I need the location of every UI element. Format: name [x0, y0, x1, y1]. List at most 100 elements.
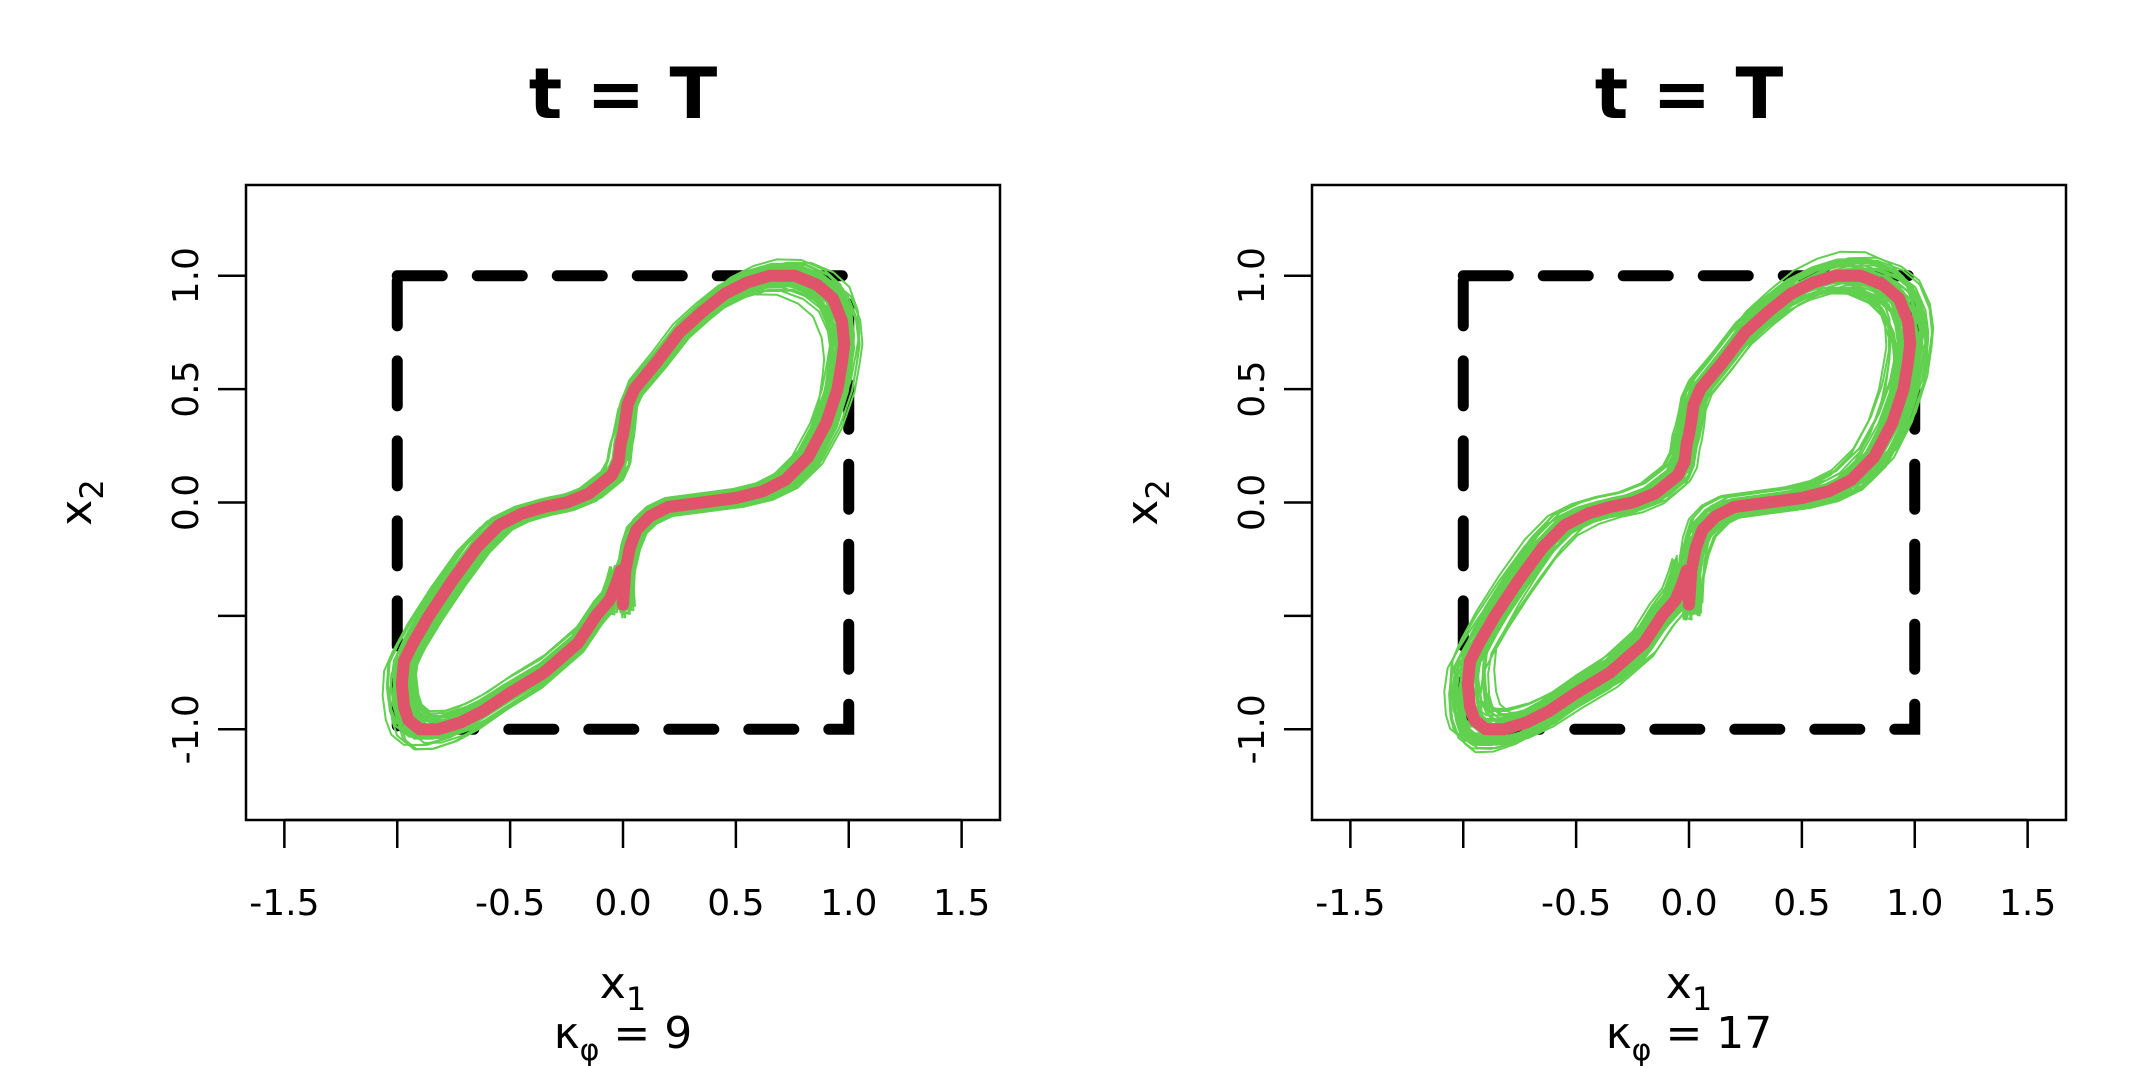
- sample-curve: [1474, 269, 1927, 740]
- sample-curve: [1457, 267, 1930, 744]
- sample-curve: [399, 283, 846, 735]
- sample-curve: [1459, 259, 1918, 738]
- x-tick-label: 1.5: [1999, 883, 2056, 924]
- sample-curve: [401, 285, 840, 739]
- y-tick-label: 0.5: [166, 360, 207, 417]
- sample-curve: [1467, 281, 1901, 729]
- sample-curve: [398, 262, 854, 736]
- panel-2: t = T -1.5 -0.5 0.0 0.5 1.0 1.5 -1.0 0.0 0.5 1.0 x1…: [1117, 53, 2068, 1066]
- sample-curve: [1448, 275, 1909, 750]
- y-axis-label: x2: [1117, 479, 1177, 525]
- sample-curve: [388, 272, 845, 747]
- dashed-box: [1457, 270, 1921, 735]
- sample-curve: [405, 278, 855, 744]
- sample-curve: [1463, 292, 1896, 734]
- sample-curve: [1477, 291, 1891, 723]
- sample-curve: [406, 286, 834, 720]
- sample-curve: [1470, 282, 1917, 737]
- chart-title: t = T: [529, 53, 718, 135]
- plot-area: [381, 258, 864, 751]
- sample-curve: [1481, 286, 1903, 727]
- sample-curve: [402, 271, 850, 727]
- sample-curve: [396, 271, 861, 751]
- sample-curve: [1461, 272, 1922, 746]
- target-curve: [1461, 269, 1917, 736]
- sample-curve: [412, 284, 851, 730]
- sample-curve: [1452, 270, 1920, 743]
- sample-curve: [1476, 288, 1907, 727]
- sample-curve: [398, 277, 855, 739]
- sample-curve: [1483, 272, 1919, 720]
- sample-curve: [1462, 263, 1902, 721]
- sample-curve: [1459, 256, 1935, 738]
- sample-curve: [399, 281, 833, 728]
- x-tick-label: -1.5: [249, 883, 319, 924]
- x-tick-label: 0.5: [1773, 883, 1830, 924]
- sample-curve: [1468, 268, 1917, 727]
- sample-curve: [1463, 290, 1899, 730]
- sample-curve: [396, 275, 850, 739]
- x-tick-label: 0.5: [707, 883, 764, 924]
- sample-curve: [398, 271, 864, 751]
- sample-curve: [1455, 281, 1911, 746]
- sample-curve: [1474, 280, 1902, 726]
- sample-curve: [398, 266, 856, 728]
- sample-curve: [398, 271, 844, 736]
- panel-caption: κφ = 9: [554, 1008, 693, 1066]
- sample-curve: [407, 289, 833, 719]
- x-tick-label: -0.5: [1541, 883, 1611, 924]
- sample-curve: [381, 262, 847, 746]
- y-tick-label: -1.0: [1232, 694, 1273, 764]
- sample-curve: [1470, 261, 1924, 733]
- sample-curve: [413, 278, 856, 738]
- sample-curve: [385, 266, 844, 737]
- plot-area: [1443, 250, 1935, 754]
- sample-curve: [1487, 291, 1908, 716]
- sample-curve: [407, 261, 861, 733]
- y-tick-label: -1.0: [166, 694, 207, 764]
- sample-curve: [414, 289, 842, 721]
- sample-curve: [387, 269, 840, 735]
- sample-curve: [410, 276, 844, 722]
- panel-1: t = T -1.5 -0.5 0.0 0.5 1.0 1.5 -1.0 0.0 0.5 1.0 x1…: [51, 53, 1002, 1066]
- sample-curve: [386, 258, 853, 739]
- sample-curve: [1471, 267, 1928, 744]
- sample-curve: [1474, 287, 1901, 732]
- x-tick-label: 1.0: [1886, 883, 1943, 924]
- sample-curve: [1475, 264, 1930, 727]
- sample-curve: [407, 280, 850, 728]
- sample-curve: [411, 285, 847, 727]
- chart-title: t = T: [1595, 53, 1784, 135]
- sample-curve: [409, 283, 835, 727]
- x-tick-label: -1.5: [1315, 883, 1385, 924]
- sample-curve: [402, 281, 837, 734]
- y-tick-label: 0.0: [1232, 474, 1273, 531]
- sample-curve: [1471, 289, 1908, 731]
- sample-curve: [392, 267, 855, 736]
- sample-curve: [400, 282, 851, 738]
- sample-curve: [405, 274, 860, 738]
- sample-curve: [1464, 291, 1896, 733]
- sample-curve: [1448, 257, 1921, 742]
- sample-curve: [1455, 261, 1924, 749]
- x-axis-label: x1: [600, 958, 646, 1018]
- sample-curve: [1460, 260, 1923, 738]
- sample-curve: [1465, 275, 1911, 728]
- panel-caption: κφ = 17: [1606, 1008, 1773, 1066]
- sample-curve: [413, 288, 845, 724]
- sample-curve: [1460, 259, 1933, 746]
- x-tick-label: 1.0: [820, 883, 877, 924]
- sample-curve: [1452, 280, 1907, 742]
- sample-curve: [390, 270, 845, 730]
- sample-curve: [1453, 279, 1917, 747]
- sample-curve: [1448, 276, 1910, 745]
- sample-curve: [392, 270, 845, 740]
- sample-curve: [1463, 261, 1922, 733]
- sample-curve: [1470, 273, 1915, 732]
- dashed-box: [391, 270, 855, 735]
- y-tick-label: 1.0: [166, 247, 207, 304]
- sample-curve: [406, 267, 850, 727]
- x-tick-label: 0.0: [1660, 883, 1717, 924]
